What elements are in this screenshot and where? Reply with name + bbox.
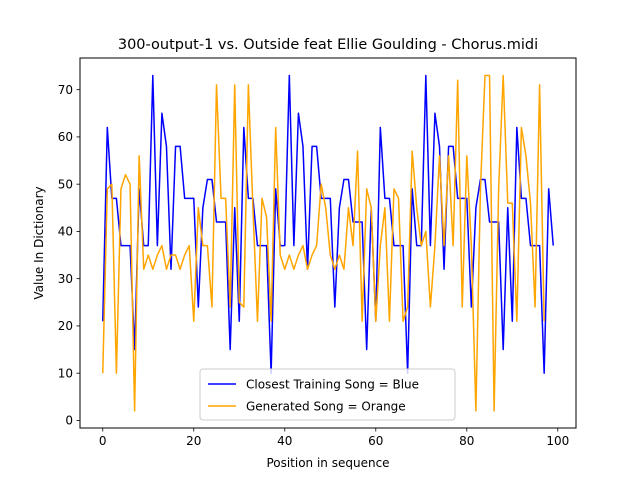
plot-lines [102, 74, 554, 412]
x-axis: 0 20 40 60 80 100 [99, 428, 569, 448]
y-tick-label: 30 [58, 272, 73, 286]
x-axis-label: Position in sequence [266, 456, 389, 470]
series-line-1 [102, 74, 554, 374]
y-tick-label: 40 [58, 225, 73, 239]
y-tick-label: 10 [58, 366, 73, 380]
legend-label-2: Generated Song = Orange [246, 400, 406, 414]
y-axis-label: Value In Dictionary [32, 186, 46, 299]
x-tick-label: 0 [99, 434, 107, 448]
x-tick-label: 40 [277, 434, 292, 448]
y-axis: 0 10 20 30 40 50 60 70 [58, 83, 80, 428]
x-tick-label: 100 [546, 434, 569, 448]
x-tick-label: 60 [368, 434, 383, 448]
legend: Closest Training Song = Blue Generated So… [199, 368, 456, 421]
legend-label-1: Closest Training Song = Blue [246, 378, 419, 392]
legend-box [199, 368, 456, 421]
chart-title: 300-output-1 vs. Outside feat Ellie Goul… [118, 37, 538, 53]
y-tick-label: 70 [58, 83, 73, 97]
x-tick-label: 20 [186, 434, 201, 448]
y-tick-label: 50 [58, 177, 73, 191]
series-line-2 [102, 74, 545, 412]
y-tick-label: 60 [58, 130, 73, 144]
plot-frame [79, 57, 577, 429]
y-tick-label: 20 [58, 319, 73, 333]
y-tick-label: 0 [65, 414, 73, 428]
x-tick-label: 80 [459, 434, 474, 448]
